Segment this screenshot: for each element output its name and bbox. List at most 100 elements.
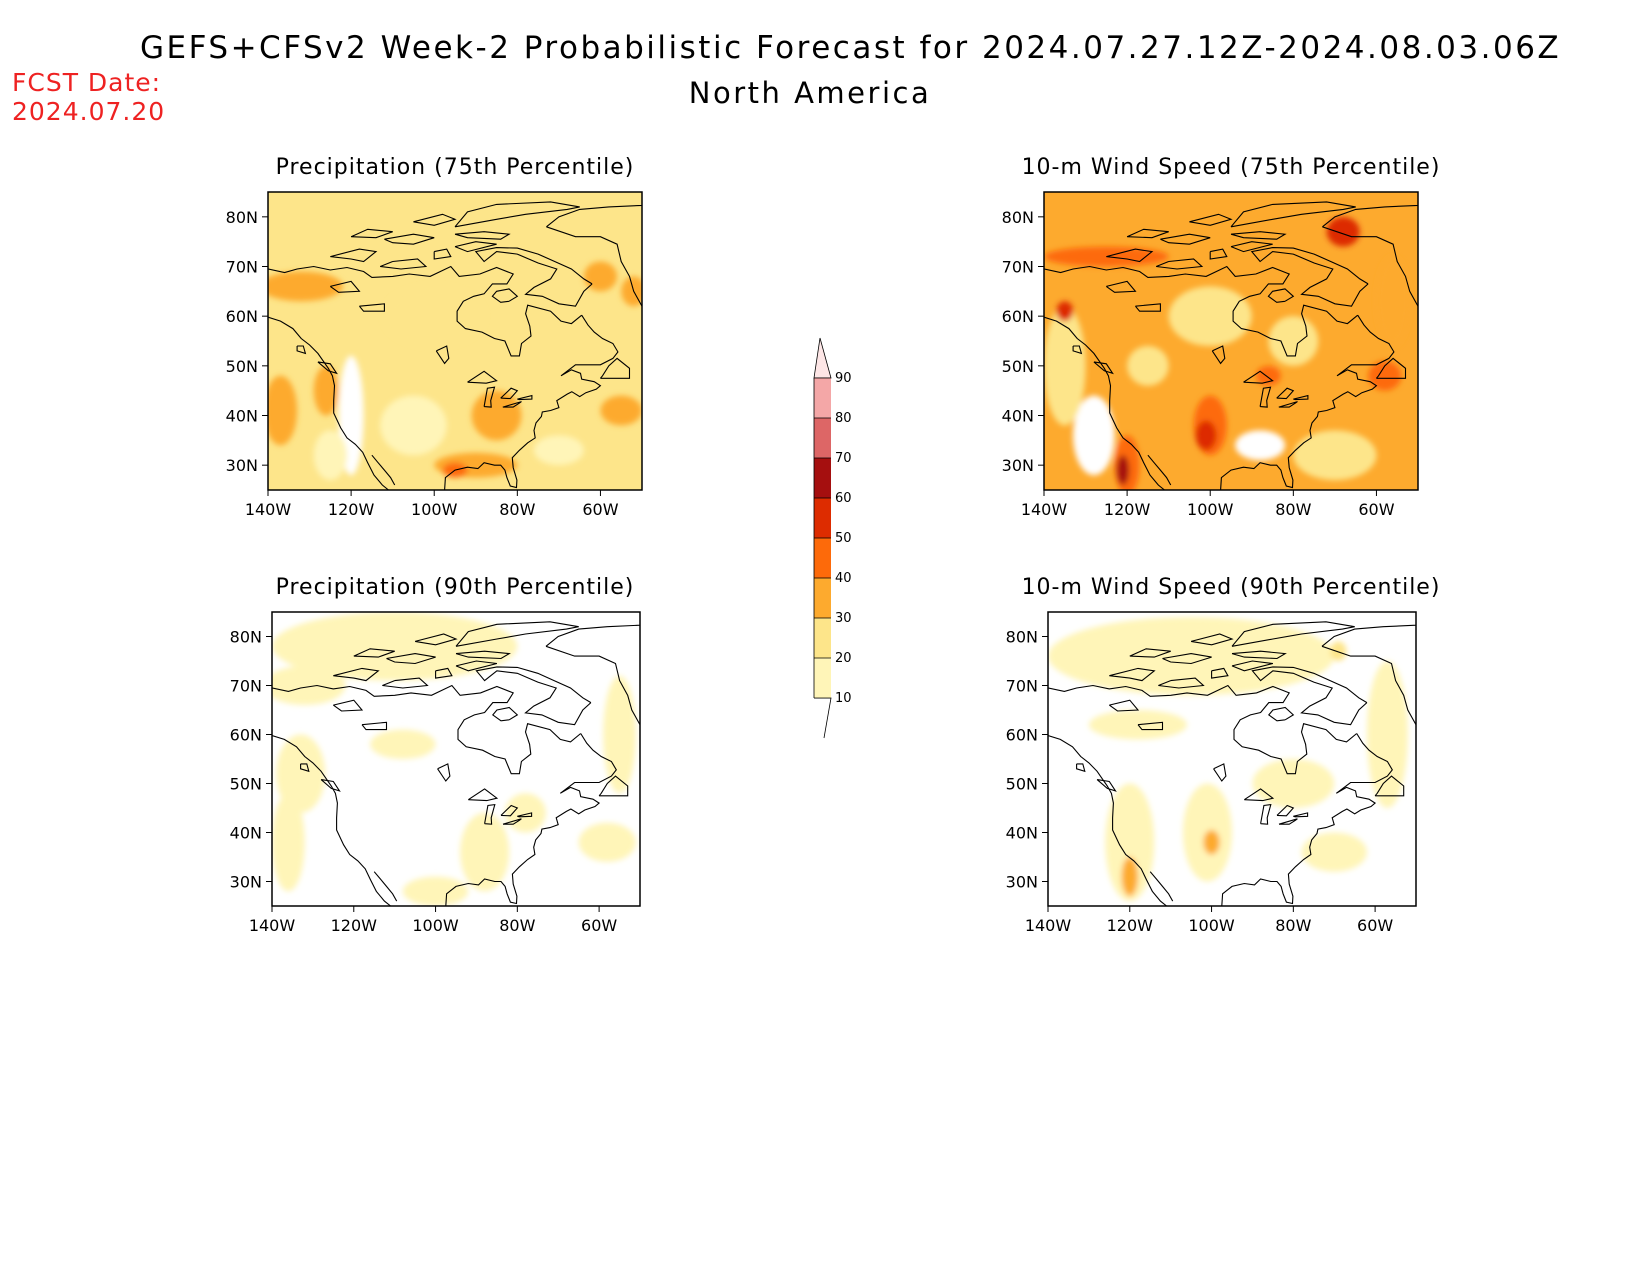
coastline bbox=[500, 804, 519, 817]
map-frame bbox=[271, 611, 641, 907]
lon-tick-label: 140W bbox=[1025, 916, 1072, 935]
coastline bbox=[502, 818, 522, 825]
lon-tick-label: 120W bbox=[328, 500, 375, 519]
coastline bbox=[1072, 345, 1083, 355]
lon-tick-label: 100W bbox=[412, 916, 459, 935]
lat-tick-label: 60N bbox=[226, 307, 258, 326]
lat-tick-label: 30N bbox=[1002, 456, 1034, 475]
probability-region bbox=[313, 430, 347, 481]
lat-tick-label: 40N bbox=[230, 824, 262, 843]
coastline bbox=[1155, 258, 1204, 270]
coastline bbox=[382, 677, 429, 689]
coastline bbox=[1322, 226, 1418, 307]
coastline bbox=[445, 733, 617, 906]
main-title: GEFS+CFSv2 Week-2 Probabilistic Forecast… bbox=[140, 30, 1562, 66]
coastline bbox=[1231, 621, 1355, 647]
colorbar-swatch bbox=[814, 538, 831, 578]
probability-region bbox=[1048, 616, 1335, 696]
coastline bbox=[358, 303, 385, 312]
coastline bbox=[384, 233, 435, 245]
coastline bbox=[1267, 288, 1295, 303]
coastline bbox=[1160, 233, 1211, 245]
lat-tick-label: 50N bbox=[1002, 357, 1034, 376]
colorbar-bottom-triangle bbox=[814, 697, 832, 739]
probability-region bbox=[460, 812, 510, 892]
coastline bbox=[1129, 648, 1171, 658]
probability-region bbox=[1235, 430, 1286, 461]
coastline bbox=[546, 226, 642, 307]
coastline bbox=[1213, 763, 1227, 782]
coastline bbox=[444, 314, 619, 490]
lat-tick-label: 40N bbox=[1006, 824, 1038, 843]
coastline bbox=[435, 345, 450, 365]
coastline bbox=[1250, 247, 1369, 307]
coastline bbox=[484, 803, 496, 825]
coastline bbox=[329, 280, 361, 293]
coastline bbox=[500, 387, 519, 400]
colorbar-swatch bbox=[814, 578, 831, 618]
coastline bbox=[475, 666, 592, 726]
panel-title: Precipitation (75th Percentile) bbox=[276, 155, 635, 180]
coastline bbox=[1093, 361, 1114, 375]
coastline bbox=[300, 763, 310, 773]
lat-tick-label: 60N bbox=[1002, 307, 1034, 326]
probability-region bbox=[471, 390, 522, 441]
probability-region bbox=[402, 876, 469, 906]
coastline bbox=[1147, 454, 1172, 486]
coastline bbox=[1048, 684, 1358, 775]
colorbar-label: 40 bbox=[835, 571, 852, 586]
coastline bbox=[1096, 779, 1117, 792]
probability-region bbox=[600, 395, 642, 426]
coastline bbox=[1190, 633, 1234, 646]
coastlines bbox=[1048, 621, 1416, 906]
probability-region bbox=[370, 729, 436, 759]
coastline bbox=[467, 788, 499, 802]
probability-region bbox=[380, 395, 447, 456]
coastline bbox=[1230, 241, 1273, 253]
coastline bbox=[1158, 677, 1205, 689]
coastline bbox=[353, 648, 395, 658]
coastline bbox=[1230, 231, 1287, 240]
lon-tick-label: 80W bbox=[1275, 916, 1311, 935]
colorbar-top-triangle bbox=[813, 337, 832, 379]
coastline bbox=[1293, 812, 1309, 818]
coastline bbox=[1149, 871, 1174, 902]
coastline bbox=[272, 684, 582, 775]
coastline bbox=[545, 624, 640, 647]
coastline bbox=[546, 204, 642, 228]
lon-tick-label: 120W bbox=[1107, 916, 1154, 935]
lat-tick-label: 30N bbox=[226, 456, 258, 475]
coastline bbox=[272, 734, 391, 906]
coastline bbox=[1105, 280, 1137, 293]
probability-region bbox=[578, 822, 636, 862]
coastline bbox=[1293, 394, 1309, 401]
coastline bbox=[330, 248, 378, 263]
probability-region bbox=[1252, 759, 1335, 808]
probability-region bbox=[1073, 395, 1115, 476]
coastline bbox=[1243, 370, 1274, 384]
coastlines bbox=[268, 201, 642, 490]
coastline bbox=[1220, 314, 1395, 490]
coastline bbox=[1278, 818, 1298, 825]
coastline bbox=[361, 721, 388, 731]
probability-region bbox=[603, 675, 636, 794]
lat-tick-label: 80N bbox=[1002, 208, 1034, 227]
lat-tick-label: 70N bbox=[230, 677, 262, 696]
coastline bbox=[435, 667, 453, 679]
coastline bbox=[1126, 228, 1169, 239]
coastline bbox=[1211, 667, 1229, 679]
coastline bbox=[1044, 265, 1359, 357]
coastline bbox=[1276, 804, 1295, 817]
colorbar: 10 20 30 40 50 60 70 80 90 bbox=[813, 337, 852, 739]
lat-tick-label: 30N bbox=[230, 873, 262, 892]
lon-tick-label: 60W bbox=[1358, 500, 1394, 519]
lat-tick-label: 80N bbox=[226, 208, 258, 227]
lon-tick-label: 60W bbox=[1357, 916, 1393, 935]
coastline bbox=[483, 386, 496, 408]
coastline bbox=[333, 667, 380, 682]
colorbar-swatch bbox=[814, 458, 831, 498]
coastline bbox=[1259, 386, 1272, 408]
coastline bbox=[454, 231, 511, 240]
coastline bbox=[296, 345, 307, 355]
